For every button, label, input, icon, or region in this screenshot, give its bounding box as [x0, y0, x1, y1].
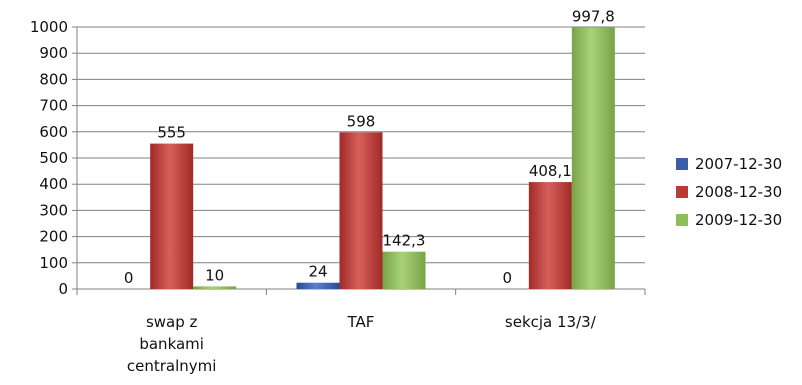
y-tick-label: 900	[39, 44, 68, 62]
bar	[339, 132, 383, 289]
legend: 2007-12-30 2008-12-30 2009-12-30	[676, 155, 782, 229]
bar	[528, 182, 572, 289]
data-label: 0	[124, 269, 134, 287]
bars	[150, 27, 615, 289]
x-category-label: swap z bankami centralnymi	[127, 313, 217, 375]
legend-label: 2008-12-30	[695, 183, 782, 201]
y-tick-label: 1000	[30, 18, 68, 36]
legend-label: 2009-12-30	[695, 211, 782, 229]
y-tick-label: 400	[39, 175, 68, 193]
data-label: 598	[347, 112, 376, 130]
data-label: 0	[503, 269, 513, 287]
x-category-label: TAF	[347, 313, 375, 331]
y-tick-label: 700	[39, 97, 68, 115]
y-tick-label: 0	[58, 280, 68, 298]
y-tick-label: 100	[39, 254, 68, 272]
y-tick-label: 600	[39, 123, 68, 141]
y-tick-label: 300	[39, 201, 68, 219]
x-category-label: sekcja 13/3/	[505, 313, 597, 331]
legend-swatch	[676, 158, 688, 170]
data-label: 142,3	[383, 232, 426, 250]
legend-swatch	[676, 214, 688, 226]
bar	[382, 251, 426, 289]
legend-label: 2007-12-30	[695, 155, 782, 173]
y-tick-label: 500	[39, 149, 68, 167]
data-label: 24	[308, 263, 327, 281]
data-labels: 0 555 10 24 598 142,3 0 408,1 997,8	[124, 8, 615, 287]
y-tick-label: 800	[39, 70, 68, 88]
data-label: 10	[205, 266, 224, 284]
bar	[150, 143, 194, 289]
data-label: 408,1	[529, 162, 572, 180]
bar	[193, 286, 237, 289]
bar	[296, 282, 340, 289]
bar	[571, 27, 615, 289]
y-tick-label: 200	[39, 228, 68, 246]
data-label: 997,8	[572, 8, 615, 26]
data-label: 555	[157, 124, 186, 142]
legend-swatch	[676, 186, 688, 198]
